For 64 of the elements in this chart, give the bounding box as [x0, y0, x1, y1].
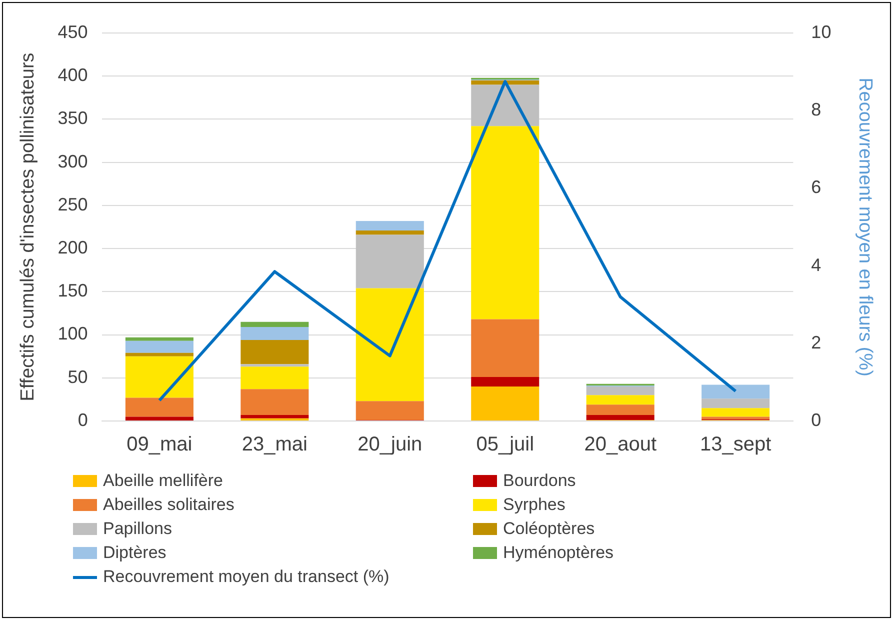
y2-axis-title: Recouvrement moyen en fleurs (%)	[854, 78, 876, 376]
y-tick-label: 250	[58, 194, 88, 214]
legend-label: Bourdons	[503, 471, 576, 491]
y-tick-label: 0	[78, 410, 88, 430]
bar	[125, 398, 194, 417]
bar	[240, 340, 309, 364]
bar	[471, 319, 540, 378]
legend-label: Coléoptères	[503, 519, 595, 539]
bar	[471, 126, 540, 320]
y-tick-label: 50	[68, 366, 88, 387]
bar	[702, 416, 770, 420]
bar	[471, 84, 540, 126]
y-tick-label: 150	[58, 280, 88, 301]
y-tick-label: 450	[58, 22, 88, 42]
legend-label: Recouvrement moyen du transect (%)	[103, 567, 390, 587]
y-tick-label: 400	[58, 65, 88, 86]
legend-label: Abeilles solitaires	[103, 495, 234, 515]
bar	[240, 327, 309, 340]
bar	[356, 234, 424, 288]
y-tick-label: 100	[58, 324, 88, 344]
bar	[702, 384, 770, 399]
bar	[356, 230, 424, 235]
bar	[125, 356, 194, 398]
bar	[240, 322, 309, 328]
y2-tick-label: 6	[811, 177, 822, 198]
bar	[240, 414, 309, 418]
bar	[240, 389, 309, 415]
x-tick-label: 20_aout	[584, 434, 657, 456]
x-tick-label: 13_sept	[700, 434, 772, 456]
y2-tick-label: 4	[811, 254, 822, 275]
bar	[125, 352, 194, 356]
bar	[586, 395, 654, 405]
y2-tick-label: 2	[811, 332, 822, 352]
y-tick-label: 350	[58, 108, 88, 128]
bar	[356, 401, 424, 420]
bar	[471, 386, 540, 420]
bar	[471, 377, 540, 387]
bar	[586, 404, 654, 415]
legend-label: Papillons	[103, 519, 172, 539]
legend-label: Hyménoptères	[503, 543, 614, 563]
legend-label: Syrphes	[503, 495, 566, 515]
bar	[125, 340, 194, 353]
y-axis-title: Effectifs cumulés d'insectes pollinisateurs	[18, 52, 39, 402]
x-tick-label: 20_juin	[358, 434, 422, 456]
bar	[356, 288, 424, 402]
bar	[702, 408, 770, 417]
x-tick-label: 05_juil	[476, 434, 534, 456]
bar	[125, 416, 194, 420]
bar	[586, 414, 654, 420]
legend-label: Abeille mellifère	[103, 471, 223, 491]
y-tick-label: 200	[58, 238, 88, 258]
x-tick-label: 23_mai	[242, 434, 308, 456]
x-tick-label: 09_mai	[126, 434, 192, 456]
bar	[586, 386, 654, 396]
y2-tick-label: 10	[811, 22, 832, 42]
bar	[702, 398, 770, 408]
y2-tick-label: 0	[811, 410, 822, 430]
y-tick-label: 300	[58, 151, 88, 172]
legend-label: Diptères	[103, 543, 166, 563]
bar	[240, 364, 309, 367]
bar	[125, 337, 194, 341]
y2-tick-label: 8	[811, 100, 822, 120]
bar	[240, 366, 309, 390]
bar	[356, 220, 424, 230]
